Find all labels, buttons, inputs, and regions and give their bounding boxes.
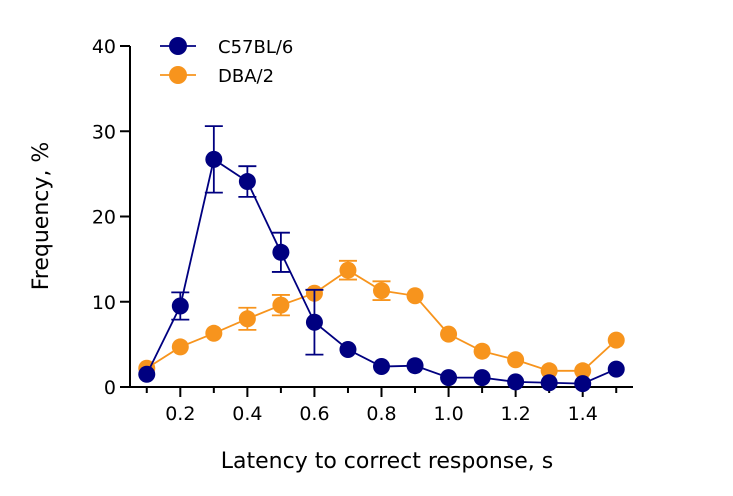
data-point — [507, 373, 525, 391]
y-tick-label: 40 — [92, 36, 116, 58]
data-point — [238, 310, 256, 328]
y-tick-label: 10 — [92, 292, 116, 314]
x-tick-label: 0.6 — [299, 403, 329, 425]
data-point — [406, 357, 424, 375]
legend-marker — [169, 66, 187, 84]
data-point — [473, 342, 491, 360]
data-point — [607, 331, 625, 349]
data-point — [171, 297, 189, 315]
data-point — [171, 338, 189, 356]
data-point — [574, 375, 592, 393]
data-point — [540, 374, 558, 392]
y-tick-label: 30 — [92, 121, 116, 143]
x-tick-label: 0.2 — [165, 403, 195, 425]
x-axis-title: Latency to correct response, s — [221, 449, 553, 474]
data-point — [406, 287, 424, 305]
series-layer — [138, 125, 625, 393]
data-point — [138, 365, 156, 383]
data-point — [373, 358, 390, 376]
data-point — [440, 325, 458, 343]
data-point — [339, 261, 357, 279]
x-tick-label: 1.4 — [568, 403, 598, 425]
data-point — [440, 369, 458, 387]
x-tick-label: 1.2 — [501, 403, 531, 425]
data-point — [205, 324, 223, 342]
x-tick-label: 0.4 — [232, 403, 262, 425]
data-point — [607, 360, 625, 378]
data-point — [540, 362, 558, 380]
data-point — [238, 173, 256, 191]
x-tick-label: 0.8 — [366, 403, 396, 425]
data-point — [473, 369, 491, 387]
x-tick-label: 1.0 — [433, 403, 463, 425]
legend: C57BL/6 DBA/2 — [160, 37, 293, 87]
data-point — [272, 296, 290, 314]
data-point — [507, 351, 525, 369]
data-point — [574, 362, 592, 380]
data-point — [205, 150, 223, 168]
y-tick-label: 20 — [92, 207, 116, 229]
legend-marker — [169, 37, 187, 55]
data-point — [373, 282, 390, 300]
series-c57bl6 — [138, 125, 625, 393]
y-axis-title: Frequency, % — [29, 142, 54, 291]
data-point — [272, 243, 290, 261]
axes — [120, 45, 633, 397]
data-point — [339, 340, 357, 358]
legend-label: C57BL/6 — [218, 37, 293, 58]
series-dba2 — [138, 259, 625, 380]
data-point — [305, 313, 323, 331]
y-tick-label: 0 — [104, 377, 116, 399]
legend-label: DBA/2 — [218, 66, 274, 87]
tick-labels: 0 10 20 30 40 0.2 0.4 0.6 0.8 1.0 1.2 1.4 — [92, 36, 598, 425]
